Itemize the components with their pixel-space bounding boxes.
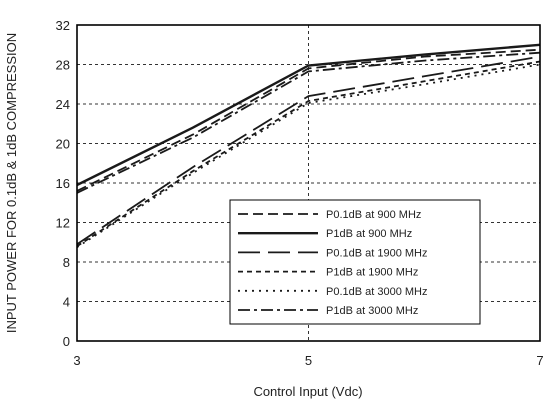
y-tick-label: 0 bbox=[63, 334, 70, 349]
x-tick-label: 7 bbox=[536, 353, 543, 368]
x-tick-label: 3 bbox=[73, 353, 80, 368]
y-tick-label: 32 bbox=[56, 18, 70, 33]
legend-entry: P0.1dB at 3000 MHz bbox=[326, 286, 428, 298]
legend-box bbox=[229, 199, 481, 325]
legend-entry: P0.1dB at 1900 MHz bbox=[326, 247, 428, 259]
series-line-3 bbox=[76, 55, 541, 245]
legend-entry: P1dB at 1900 MHz bbox=[326, 267, 418, 279]
x-tick-label: 5 bbox=[305, 353, 312, 368]
x-axis-label: Control Input (Vdc) bbox=[253, 384, 362, 399]
y-axis-label: INPUT POWER FOR 0.1dB & 1dB COMPRESSION bbox=[4, 33, 19, 333]
y-tick-label: 8 bbox=[63, 255, 70, 270]
y-tick-label: 24 bbox=[56, 97, 70, 112]
y-tick-label: 16 bbox=[56, 176, 70, 191]
plot-frame bbox=[76, 24, 541, 342]
series-line-1 bbox=[76, 48, 541, 192]
series-lines bbox=[76, 43, 541, 248]
legend-entry: P1dB at 900 MHz bbox=[326, 228, 412, 240]
y-tick-label: 28 bbox=[56, 58, 70, 73]
series-line-6 bbox=[76, 51, 541, 194]
y-tick-label: 12 bbox=[56, 216, 70, 231]
y-tick-label: 20 bbox=[56, 137, 70, 152]
legend: P0.1dB at 900 MHz P1dB at 900 MHz P0.1dB a… bbox=[229, 199, 481, 325]
series-line-2 bbox=[76, 43, 541, 187]
legend-entry: P0.1dB at 900 MHz bbox=[326, 209, 421, 221]
series-line-4 bbox=[76, 60, 541, 247]
series-line-5 bbox=[76, 63, 541, 248]
tick-labels: 0 4 8 12 16 20 24 28 32 3 5 7 bbox=[56, 18, 544, 368]
legend-entry: P1dB at 3000 MHz bbox=[326, 305, 418, 317]
y-tick-label: 4 bbox=[63, 295, 70, 310]
